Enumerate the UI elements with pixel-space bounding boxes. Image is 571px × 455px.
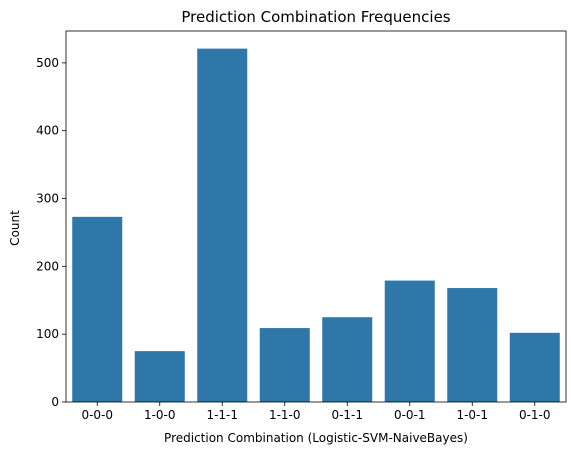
y-axis-label: Count — [8, 210, 22, 246]
chart-title: Prediction Combination Frequencies — [181, 8, 450, 26]
x-axis-label: Prediction Combination (Logistic-SVM-Nai… — [164, 431, 468, 445]
bar-0-0-0 — [72, 216, 123, 402]
bars-layer — [72, 48, 560, 402]
y-tick-label: 0 — [51, 395, 59, 409]
bar-0-0-1 — [384, 280, 435, 402]
bar-1-0-1 — [447, 288, 498, 402]
x-tick-label: 1-0-0 — [144, 408, 176, 422]
bar-1-1-1 — [197, 48, 248, 402]
x-tick-label: 1-0-1 — [456, 408, 488, 422]
x-ticks-layer: 0-0-0 1-0-0 1-1-1 1-1-0 0-1-1 0-0-1 1-0-1 0-1-0 — [81, 402, 551, 422]
y-tick-label: 400 — [36, 124, 59, 138]
x-tick-label: 0-1-1 — [331, 408, 363, 422]
plot-frame — [65, 30, 567, 403]
x-tick-label: 1-1-0 — [269, 408, 301, 422]
y-tick-label: 500 — [36, 56, 59, 70]
x-tick-label: 0-1-0 — [519, 408, 551, 422]
y-tick-label: 300 — [36, 192, 59, 206]
bar-0-1-1 — [322, 317, 373, 402]
bar-1-0-0 — [134, 351, 185, 402]
x-tick-label: 1-1-1 — [206, 408, 238, 422]
bar-0-1-0 — [509, 332, 560, 402]
x-tick-label: 0-0-1 — [394, 408, 426, 422]
y-tick-label: 100 — [36, 327, 59, 341]
bar-1-1-0 — [259, 328, 310, 402]
y-tick-label: 200 — [36, 259, 59, 273]
x-tick-label: 0-0-0 — [81, 408, 113, 422]
y-ticks-layer: 0 100 200 300 400 500 — [36, 56, 66, 409]
